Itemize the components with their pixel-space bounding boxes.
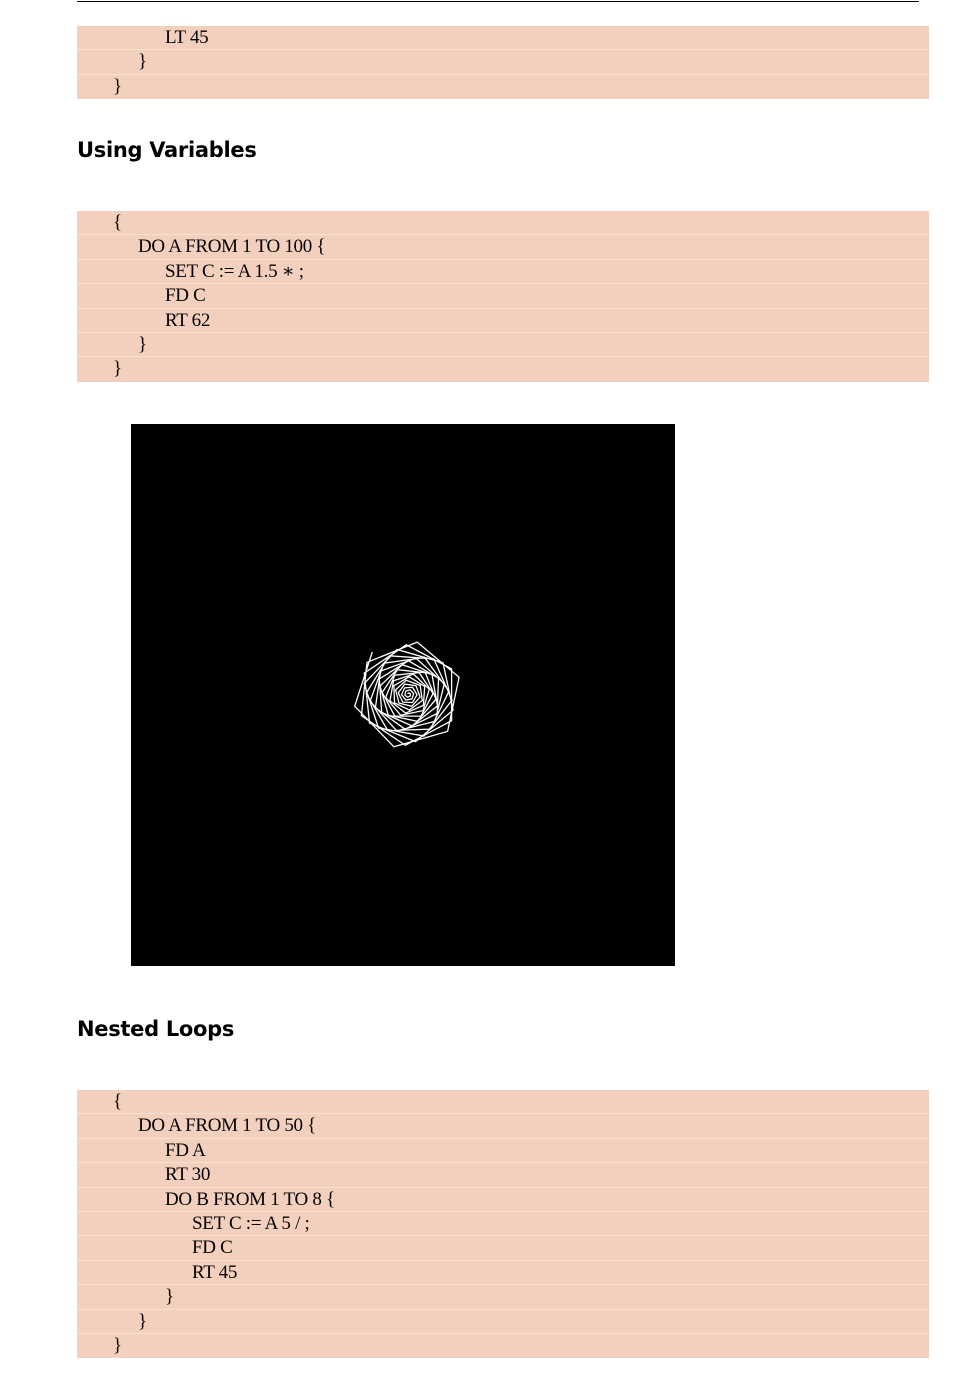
- code-line: LT 45: [77, 26, 929, 51]
- code-line: DO A FROM 1 TO 100 {: [77, 235, 929, 260]
- code-line: FD A: [77, 1139, 929, 1164]
- code-line: }: [113, 358, 122, 380]
- code-block-using-variables: {DO A FROM 1 TO 100 {SET C := A 1.5 ∗ ; F…: [77, 211, 929, 382]
- section-heading-using-variables: Using Variables: [77, 138, 257, 162]
- spiral-path: [353, 641, 460, 748]
- code-line: {: [77, 1090, 929, 1115]
- code-line: FD C: [77, 284, 929, 309]
- code-line: }: [77, 1285, 929, 1310]
- code-line: {: [77, 211, 929, 236]
- code-line: }: [113, 1334, 122, 1356]
- turtle-spiral-figure: [131, 424, 675, 966]
- spiral-drawing: [353, 641, 460, 748]
- code-line: DO A FROM 1 TO 50 {: [77, 1114, 929, 1139]
- code-line: }: [77, 50, 929, 75]
- section-heading-nested-loops: Nested Loops: [77, 1017, 235, 1041]
- code-block-nested-loops: {DO A FROM 1 TO 50 {FD A RT 30 DO B FROM 1…: [77, 1090, 929, 1359]
- code-line: }: [77, 1310, 929, 1334]
- code-line: RT 62: [77, 309, 929, 333]
- code-line: }: [77, 333, 929, 358]
- top-rule: [77, 1, 919, 2]
- code-line: RT 30: [77, 1163, 929, 1188]
- code-block-continuation: LT 45}}: [77, 26, 929, 100]
- code-line: SET C := A 5 / ;: [77, 1212, 929, 1237]
- code-line: }: [113, 75, 122, 97]
- code-line: RT 45: [77, 1261, 929, 1286]
- code-line: SET C := A 1.5 ∗ ;: [77, 260, 929, 285]
- code-line: DO B FROM 1 TO 8 {: [77, 1188, 929, 1212]
- code-line: FD C: [77, 1236, 929, 1261]
